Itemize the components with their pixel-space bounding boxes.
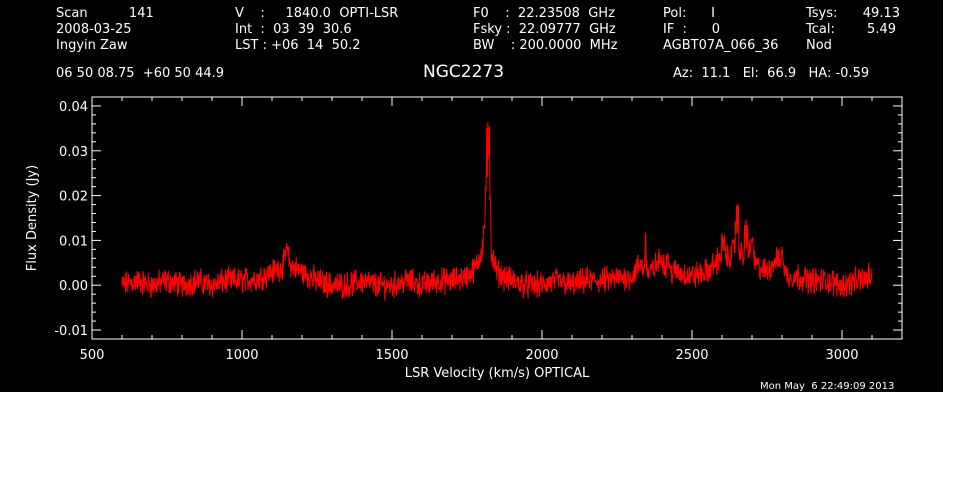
y-axis-label: Flux Density (Jy): [25, 165, 40, 271]
source-coordinates: 06 50 08.75 +60 50 44.9: [56, 66, 225, 81]
velocity-info: V : 1840.0 OPTI-LSR: [235, 6, 399, 21]
sky-frequency: Fsky : 22.09777 GHz: [473, 22, 616, 37]
spectrum-line: [121, 121, 873, 301]
x-tick-label: 1500: [375, 348, 408, 363]
x-tick-label: 3000: [825, 348, 858, 363]
plot-timestamp: Mon May 6 22:49:09 2013: [760, 381, 895, 392]
bandwidth: BW : 200.0000 MHz: [473, 38, 618, 53]
y-tick-label: 0.02: [59, 190, 88, 205]
y-tick-label: 0.01: [59, 234, 88, 249]
observer-name: Ingyin Zaw: [56, 38, 128, 53]
x-axis-label: LSR Velocity (km/s) OPTICAL: [405, 366, 590, 381]
tcal-label: Tcal:: [806, 22, 835, 37]
if-number: IF : 0: [663, 22, 721, 37]
polarization: Pol: I: [663, 6, 715, 21]
scan-number: Scan 141: [56, 6, 154, 21]
project-id: AGBT07A_066_36: [663, 38, 779, 53]
plot-frame: [91, 96, 903, 340]
x-tick-labels: 500 1000 1500 2000 2500 3000: [80, 348, 859, 363]
x-tick-label: 2500: [675, 348, 708, 363]
plot-panel: [0, 0, 943, 392]
y-tick-label: 0.04: [59, 100, 88, 115]
y-tick-labels: -0.01 0.00 0.01 0.02 0.03 0.04: [54, 100, 88, 339]
tsys-value: 49.13: [862, 6, 900, 21]
axis-ticks: [91, 97, 903, 340]
tsys-label: Tsys:: [806, 6, 838, 21]
integration-time: Int : 03 39 30.6: [235, 22, 352, 37]
nod-label: Nod: [806, 38, 832, 53]
y-tick-label: 0.03: [59, 145, 88, 160]
x-tick-label: 1000: [225, 348, 258, 363]
rest-frequency: F0 : 22.23508 GHz: [473, 6, 615, 21]
x-tick-label: 2000: [525, 348, 558, 363]
spectrum-chart: 500 1000 1500 2000 2500 3000 -0.01 0.00 0.01 0.0…: [25, 96, 903, 381]
spectrum-trace: [121, 121, 873, 301]
tcal-value: 5.49: [867, 22, 896, 37]
observation-date: 2008-03-25: [56, 22, 132, 37]
source-name: NGC2273: [423, 62, 505, 82]
pointing-info: Az: 11.1 El: 66.9 HA: -0.59: [673, 66, 870, 81]
lst-info: LST : +06 14 50.2: [235, 38, 361, 53]
x-tick-label: 500: [80, 348, 105, 363]
y-tick-label: -0.01: [54, 324, 88, 339]
y-tick-label: 0.00: [59, 279, 88, 294]
